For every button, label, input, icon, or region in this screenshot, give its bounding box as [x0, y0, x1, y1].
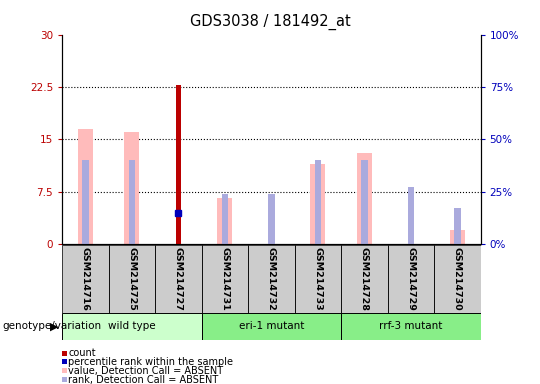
Bar [341, 245, 388, 313]
Text: GSM214727: GSM214727 [174, 247, 183, 311]
Bar [248, 245, 295, 313]
Bar [268, 194, 275, 244]
Bar [388, 245, 434, 313]
Text: wild type: wild type [108, 321, 156, 331]
Text: GDS3038 / 181492_at: GDS3038 / 181492_at [190, 13, 350, 30]
Text: GSM214733: GSM214733 [313, 247, 322, 310]
Bar [109, 245, 155, 313]
Text: rrf-3 mutant: rrf-3 mutant [379, 321, 443, 331]
Text: GSM214731: GSM214731 [220, 247, 230, 310]
Bar [341, 313, 481, 340]
Bar [408, 187, 414, 244]
Bar [341, 313, 481, 340]
Text: value, Detection Call = ABSENT: value, Detection Call = ABSENT [68, 366, 223, 376]
Text: eri-1 mutant: eri-1 mutant [239, 321, 304, 331]
Bar [201, 313, 341, 340]
Text: genotype/variation: genotype/variation [3, 321, 102, 331]
Bar [388, 245, 434, 313]
Bar [434, 245, 481, 313]
Text: percentile rank within the sample: percentile rank within the sample [68, 357, 233, 367]
Bar [434, 245, 481, 313]
Bar [78, 129, 93, 244]
Text: GSM214730: GSM214730 [453, 247, 462, 310]
Bar [155, 245, 201, 313]
Bar [129, 160, 135, 244]
Text: GSM214732: GSM214732 [267, 247, 276, 310]
Bar [357, 153, 372, 244]
Bar [62, 245, 109, 313]
Bar [176, 86, 181, 244]
Bar [201, 245, 248, 313]
Bar [124, 132, 139, 244]
Bar [341, 245, 388, 313]
Bar [109, 245, 155, 313]
Bar [454, 208, 461, 244]
Bar [201, 313, 341, 340]
Bar [221, 194, 228, 244]
Bar [201, 245, 248, 313]
Text: GSM214716: GSM214716 [81, 247, 90, 311]
Text: GSM214725: GSM214725 [127, 247, 136, 310]
Text: ▶: ▶ [50, 321, 58, 331]
Bar [155, 245, 201, 313]
Bar [295, 245, 341, 313]
Bar [62, 245, 109, 313]
Text: rank, Detection Call = ABSENT: rank, Detection Call = ABSENT [68, 375, 218, 384]
Bar [450, 230, 465, 244]
Bar [315, 160, 321, 244]
Bar [62, 313, 201, 340]
Bar [361, 160, 368, 244]
Bar [62, 313, 201, 340]
Bar [248, 245, 295, 313]
Bar [295, 245, 341, 313]
Text: count: count [68, 348, 96, 358]
Text: GSM214729: GSM214729 [407, 247, 415, 311]
Text: GSM214728: GSM214728 [360, 247, 369, 311]
Bar [310, 164, 325, 244]
Bar [218, 199, 232, 244]
Bar [82, 160, 89, 244]
